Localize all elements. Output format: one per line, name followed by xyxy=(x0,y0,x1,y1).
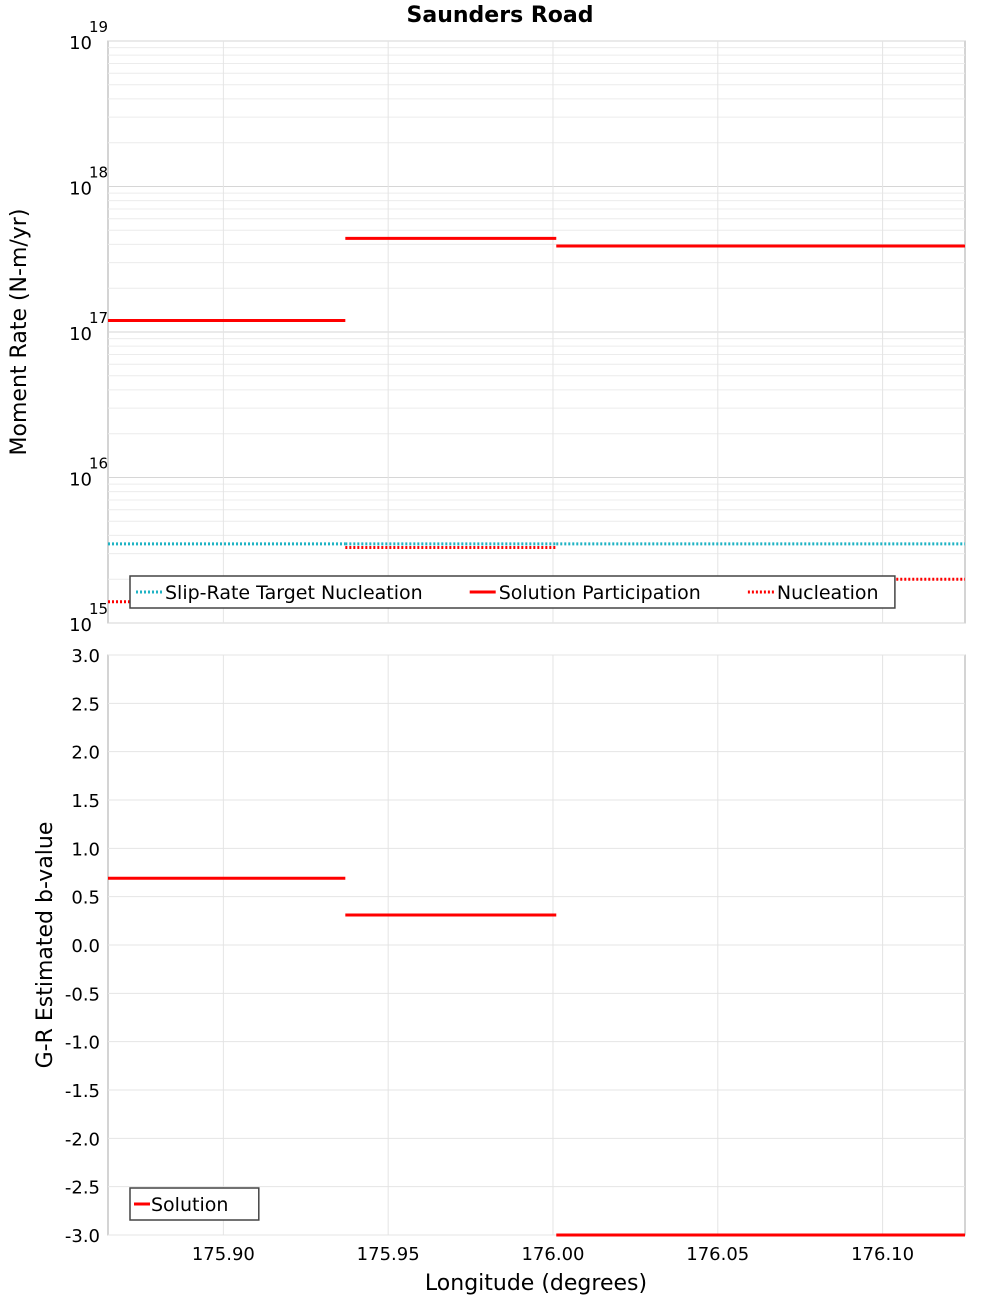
y-tick-label: -3.0 xyxy=(65,1226,100,1247)
y-tick-label: 3.0 xyxy=(71,646,100,667)
x-axis-title: Longitude (degrees) xyxy=(425,1271,647,1296)
y-tick-exponent: 17 xyxy=(89,309,108,327)
legend-label: Slip-Rate Target Nucleation xyxy=(165,582,423,604)
b-value-y-ticks: -3.0 -2.5 -2.0 -1.5 -1.0 -0.5 0.0 0.5 1.0 1.5 2.0 2… xyxy=(65,646,100,1247)
y-tick-exponent: 19 xyxy=(89,18,108,36)
moment-rate-y-axis-title: Moment Rate (N-m/yr) xyxy=(7,209,32,456)
y-tick-label: -2.0 xyxy=(65,1129,100,1150)
y-tick-label: 0.0 xyxy=(71,936,100,957)
x-tick-label: 175.90 xyxy=(192,1244,255,1265)
b-value-panel: -3.0 -2.5 -2.0 -1.5 -1.0 -0.5 0.0 0.5 1.0 1.5 2.0 2… xyxy=(33,646,966,1296)
y-tick-label: 10 xyxy=(69,615,92,636)
y-tick-label: 0.5 xyxy=(71,888,100,909)
moment-rate-legend: Slip-Rate Target Nucleation Solution Part… xyxy=(129,575,896,609)
x-tick-label: 176.10 xyxy=(851,1244,914,1265)
y-tick-label: 2.5 xyxy=(71,694,100,715)
y-tick-label: 10 xyxy=(69,470,92,491)
legend-label: Solution Participation xyxy=(499,582,701,604)
y-tick-label: 1.0 xyxy=(71,839,100,860)
b-value-grid xyxy=(108,654,965,1236)
y-tick-exponent: 18 xyxy=(89,164,108,182)
y-tick-label: -2.5 xyxy=(65,1178,100,1199)
legend-box xyxy=(129,1187,260,1221)
x-tick-label: 176.05 xyxy=(686,1244,749,1265)
y-tick-label: -1.0 xyxy=(65,1033,100,1054)
b-value-legend: Solution xyxy=(129,1187,260,1221)
b-value-series xyxy=(108,876,965,1237)
x-tick-label: 176.00 xyxy=(521,1244,584,1265)
longitude-x-ticks: 175.90 175.95 176.00 176.05 176.10 xyxy=(192,1244,914,1265)
x-tick-label: 175.95 xyxy=(357,1244,420,1265)
y-tick-label: 2.0 xyxy=(71,743,100,764)
y-tick-exponent: 15 xyxy=(89,600,108,618)
y-tick-exponent: 16 xyxy=(89,455,108,473)
legend-label: Nucleation xyxy=(777,582,879,604)
y-tick-label: -0.5 xyxy=(65,984,100,1005)
y-tick-label: 10 xyxy=(69,179,92,200)
chart-title: Saunders Road xyxy=(407,3,594,28)
legend-box xyxy=(129,575,896,609)
y-tick-label: 10 xyxy=(69,324,92,345)
b-value-y-axis-title: G-R Estimated b-value xyxy=(33,822,58,1069)
legend-label: Solution xyxy=(151,1194,228,1216)
y-tick-label: -1.5 xyxy=(65,1081,100,1102)
y-tick-label: 10 xyxy=(69,33,92,54)
y-tick-label: 1.5 xyxy=(71,791,100,812)
